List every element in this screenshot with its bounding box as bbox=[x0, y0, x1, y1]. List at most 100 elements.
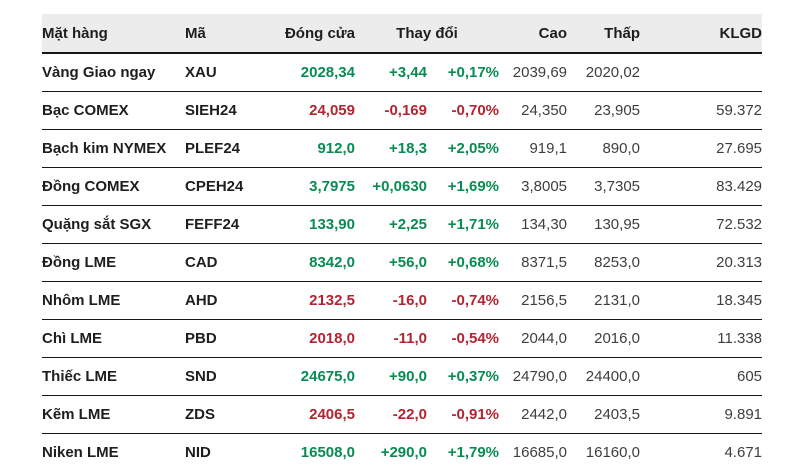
high-price: 134,30 bbox=[499, 206, 567, 244]
change-value: +0,0630 bbox=[355, 168, 427, 206]
trade-volume: 11.338 bbox=[640, 320, 762, 358]
high-price: 2039,69 bbox=[499, 53, 567, 92]
commodity-code: FEFF24 bbox=[185, 206, 268, 244]
column-header-volume: KLGD bbox=[640, 14, 762, 53]
trade-volume: 18.345 bbox=[640, 282, 762, 320]
change-percent: +0,37% bbox=[427, 358, 499, 396]
low-price: 130,95 bbox=[567, 206, 640, 244]
change-value: -22,0 bbox=[355, 396, 427, 434]
table-row: Quặng sắt SGX FEFF24 133,90 +2,25 +1,71%… bbox=[42, 206, 762, 244]
close-price: 912,0 bbox=[268, 130, 355, 168]
commodity-code: XAU bbox=[185, 53, 268, 92]
close-price: 3,7975 bbox=[268, 168, 355, 206]
high-price: 2044,0 bbox=[499, 320, 567, 358]
change-value: -11,0 bbox=[355, 320, 427, 358]
trade-volume: 59.372 bbox=[640, 92, 762, 130]
commodity-name: Kẽm LME bbox=[42, 396, 185, 434]
close-price: 2132,5 bbox=[268, 282, 355, 320]
low-price: 8253,0 bbox=[567, 244, 640, 282]
change-percent: +1,69% bbox=[427, 168, 499, 206]
change-percent: -0,70% bbox=[427, 92, 499, 130]
change-percent: -0,54% bbox=[427, 320, 499, 358]
change-percent: +1,79% bbox=[427, 434, 499, 471]
change-value: +56,0 bbox=[355, 244, 427, 282]
close-price: 2028,34 bbox=[268, 53, 355, 92]
high-price: 16685,0 bbox=[499, 434, 567, 471]
commodity-name: Bạc COMEX bbox=[42, 92, 185, 130]
change-percent: -0,91% bbox=[427, 396, 499, 434]
low-price: 2403,5 bbox=[567, 396, 640, 434]
change-value: +290,0 bbox=[355, 434, 427, 471]
column-header-low: Thấp bbox=[567, 14, 640, 53]
high-price: 24,350 bbox=[499, 92, 567, 130]
commodity-name: Vàng Giao ngay bbox=[42, 53, 185, 92]
commodity-code: AHD bbox=[185, 282, 268, 320]
commodity-code: SND bbox=[185, 358, 268, 396]
change-value: +3,44 bbox=[355, 53, 427, 92]
table-row: Nhôm LME AHD 2132,5 -16,0 -0,74% 2156,5 … bbox=[42, 282, 762, 320]
table-row: Đồng LME CAD 8342,0 +56,0 +0,68% 8371,5 … bbox=[42, 244, 762, 282]
change-value: -0,169 bbox=[355, 92, 427, 130]
commodity-name: Bạch kim NYMEX bbox=[42, 130, 185, 168]
high-price: 24790,0 bbox=[499, 358, 567, 396]
close-price: 2406,5 bbox=[268, 396, 355, 434]
high-price: 8371,5 bbox=[499, 244, 567, 282]
table-row: Kẽm LME ZDS 2406,5 -22,0 -0,91% 2442,0 2… bbox=[42, 396, 762, 434]
market-table: Mặt hàng Mã Đóng cửa Thay đổi Cao Thấp K… bbox=[42, 14, 762, 471]
commodity-code: NID bbox=[185, 434, 268, 471]
low-price: 24400,0 bbox=[567, 358, 640, 396]
table-row: Vàng Giao ngay XAU 2028,34 +3,44 +0,17% … bbox=[42, 53, 762, 92]
change-percent: +0,68% bbox=[427, 244, 499, 282]
low-price: 2020,02 bbox=[567, 53, 640, 92]
column-header-close: Đóng cửa bbox=[268, 14, 355, 53]
commodity-code: ZDS bbox=[185, 396, 268, 434]
low-price: 890,0 bbox=[567, 130, 640, 168]
table-row: Chì LME PBD 2018,0 -11,0 -0,54% 2044,0 2… bbox=[42, 320, 762, 358]
trade-volume bbox=[640, 53, 762, 92]
trade-volume: 83.429 bbox=[640, 168, 762, 206]
commodity-name: Thiếc LME bbox=[42, 358, 185, 396]
close-price: 133,90 bbox=[268, 206, 355, 244]
trade-volume: 9.891 bbox=[640, 396, 762, 434]
low-price: 16160,0 bbox=[567, 434, 640, 471]
commodity-code: PBD bbox=[185, 320, 268, 358]
high-price: 3,8005 bbox=[499, 168, 567, 206]
column-header-name: Mặt hàng bbox=[42, 14, 185, 53]
change-value: +90,0 bbox=[355, 358, 427, 396]
commodity-code: CAD bbox=[185, 244, 268, 282]
low-price: 23,905 bbox=[567, 92, 640, 130]
header-row: Mặt hàng Mã Đóng cửa Thay đổi Cao Thấp K… bbox=[42, 14, 762, 53]
commodity-name: Đồng COMEX bbox=[42, 168, 185, 206]
change-value: -16,0 bbox=[355, 282, 427, 320]
column-header-change: Thay đổi bbox=[355, 14, 499, 53]
close-price: 2018,0 bbox=[268, 320, 355, 358]
change-percent: +2,05% bbox=[427, 130, 499, 168]
change-percent: -0,74% bbox=[427, 282, 499, 320]
low-price: 2016,0 bbox=[567, 320, 640, 358]
commodity-name: Chì LME bbox=[42, 320, 185, 358]
table-row: Bạc COMEX SIEH24 24,059 -0,169 -0,70% 24… bbox=[42, 92, 762, 130]
commodity-name: Nhôm LME bbox=[42, 282, 185, 320]
close-price: 16508,0 bbox=[268, 434, 355, 471]
trade-volume: 72.532 bbox=[640, 206, 762, 244]
high-price: 919,1 bbox=[499, 130, 567, 168]
commodity-name: Niken LME bbox=[42, 434, 185, 471]
change-value: +2,25 bbox=[355, 206, 427, 244]
trade-volume: 4.671 bbox=[640, 434, 762, 471]
table-row: Thiếc LME SND 24675,0 +90,0 +0,37% 24790… bbox=[42, 358, 762, 396]
trade-volume: 27.695 bbox=[640, 130, 762, 168]
table-row: Bạch kim NYMEX PLEF24 912,0 +18,3 +2,05%… bbox=[42, 130, 762, 168]
commodity-name: Quặng sắt SGX bbox=[42, 206, 185, 244]
column-header-code: Mã bbox=[185, 14, 268, 53]
column-header-high: Cao bbox=[499, 14, 567, 53]
close-price: 8342,0 bbox=[268, 244, 355, 282]
trade-volume: 20.313 bbox=[640, 244, 762, 282]
low-price: 3,7305 bbox=[567, 168, 640, 206]
commodity-name: Đồng LME bbox=[42, 244, 185, 282]
commodity-code: CPEH24 bbox=[185, 168, 268, 206]
table-header: Mặt hàng Mã Đóng cửa Thay đổi Cao Thấp K… bbox=[42, 14, 762, 53]
change-percent: +1,71% bbox=[427, 206, 499, 244]
high-price: 2156,5 bbox=[499, 282, 567, 320]
commodity-code: SIEH24 bbox=[185, 92, 268, 130]
change-percent: +0,17% bbox=[427, 53, 499, 92]
